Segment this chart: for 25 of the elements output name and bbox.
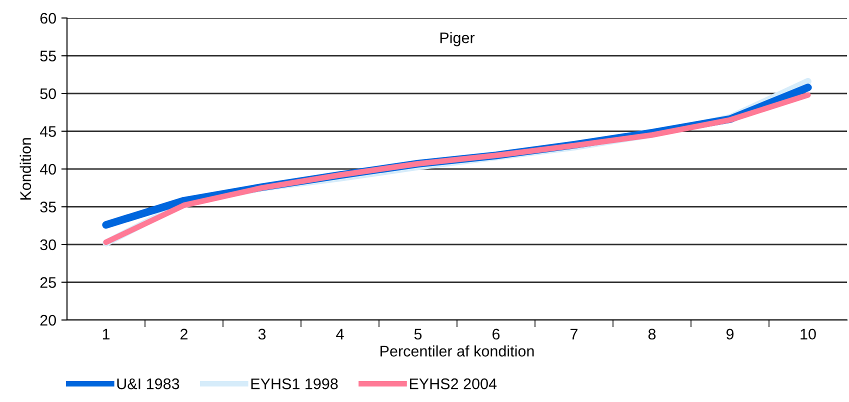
y-tick-label: 35 xyxy=(40,202,56,212)
y-tick-label: 25 xyxy=(40,277,56,288)
x-tick-label: 2 xyxy=(180,328,188,340)
x-tick-label: 10 xyxy=(800,328,816,340)
y-tick-label: 50 xyxy=(40,88,56,100)
legend-label: EYHS1 1998 xyxy=(251,378,338,390)
legend-label: EYHS2 2004 xyxy=(410,378,497,390)
text: Piger xyxy=(440,32,475,46)
y-tick-label: 60 xyxy=(40,12,56,24)
x-tick-label: 8 xyxy=(648,328,656,340)
y-axis-title: Kondition xyxy=(20,138,32,200)
x-tick-label: 3 xyxy=(258,328,266,340)
y-tick-label: 30 xyxy=(40,239,56,250)
x-tick-label: 7 xyxy=(570,328,578,340)
x-tick-label: 1 xyxy=(102,328,110,340)
x-tick-label: 9 xyxy=(726,328,734,340)
legend-label: U&I 1983 xyxy=(117,378,180,390)
x-tick-label: 4 xyxy=(336,328,344,340)
y-tick-label: 45 xyxy=(40,126,56,137)
x-axis-title: Percentiler af kondition xyxy=(380,345,534,357)
y-tick-label: 55 xyxy=(40,50,56,62)
x-tick-label: 5 xyxy=(414,328,422,340)
y-tick-label: 40 xyxy=(40,164,56,175)
x-tick-label: 6 xyxy=(492,328,500,340)
y-tick-label: 20 xyxy=(40,314,56,326)
